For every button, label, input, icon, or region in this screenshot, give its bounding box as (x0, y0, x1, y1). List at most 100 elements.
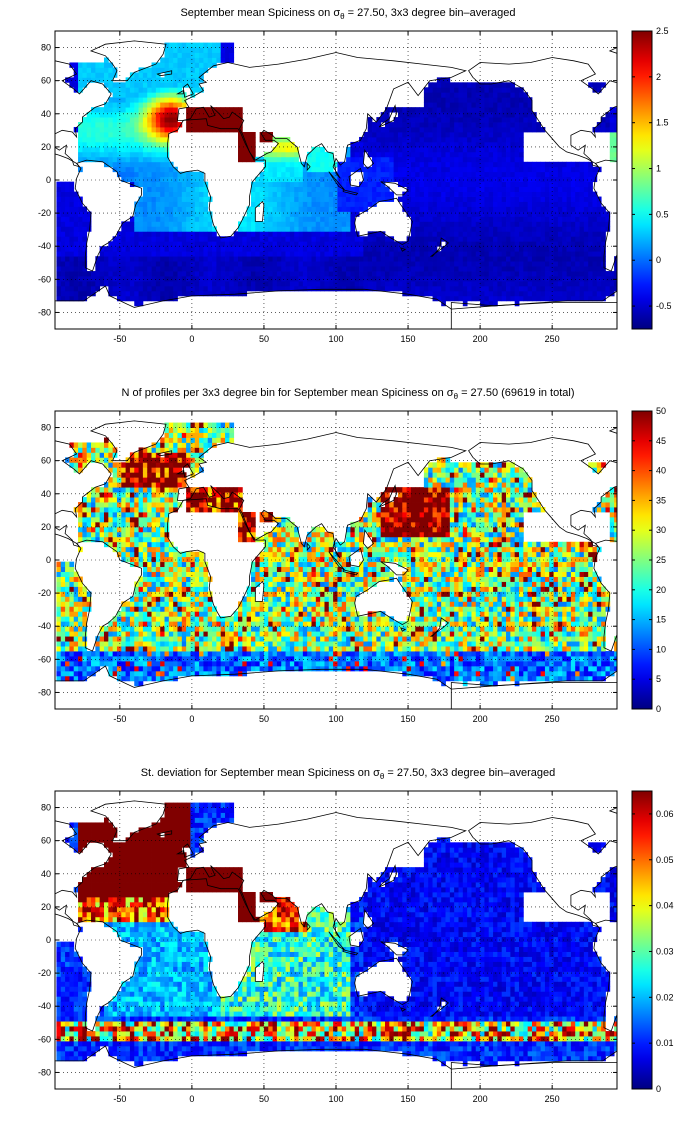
data-cell (121, 541, 127, 548)
data-cell (320, 236, 325, 242)
data-cell (415, 216, 420, 222)
data-cell (423, 176, 429, 183)
data-cell (346, 261, 351, 267)
data-cell (168, 246, 174, 252)
data-cell (480, 280, 485, 287)
data-cell (103, 146, 109, 153)
data-cell (432, 285, 438, 292)
data-cell (160, 176, 165, 183)
data-cell (320, 146, 325, 153)
data-cell (372, 261, 377, 267)
data-cell (108, 477, 114, 483)
data-cell (410, 176, 416, 183)
data-cell (199, 226, 204, 232)
data-cell (108, 266, 114, 272)
data-cell (311, 256, 317, 262)
data-cell (255, 246, 261, 252)
data-cell (103, 127, 109, 133)
data-cell (484, 102, 490, 108)
data-cell (289, 216, 295, 222)
data-cell (380, 256, 386, 262)
data-cell (428, 131, 433, 138)
data-cell (82, 601, 88, 607)
data-cell (99, 651, 105, 657)
data-cell (523, 122, 529, 128)
data-cell (445, 161, 451, 168)
data-cell (380, 236, 386, 242)
data-cell (514, 112, 520, 118)
data-cell (579, 216, 585, 222)
data-cell (449, 251, 455, 257)
data-cell (536, 241, 542, 247)
data-cell (471, 226, 477, 232)
data-cell (601, 206, 606, 212)
data-cell (320, 216, 325, 222)
data-cell (155, 236, 161, 242)
data-cell (397, 112, 403, 118)
data-cell (298, 231, 304, 237)
data-cell (493, 136, 498, 143)
data-cell (82, 675, 88, 682)
data-cell (514, 186, 520, 192)
data-cell (160, 87, 165, 93)
data-cell (467, 102, 472, 108)
data-cell (410, 236, 416, 242)
data-cell (203, 221, 209, 227)
data-cell (138, 680, 144, 687)
data-cell (575, 171, 580, 178)
data-cell (531, 295, 537, 302)
data-cell (311, 246, 317, 252)
data-cell (566, 161, 572, 168)
data-cell (462, 97, 468, 103)
data-cell (462, 285, 468, 292)
data-cell (250, 271, 256, 277)
data-cell (268, 271, 273, 277)
data-cell (531, 246, 537, 252)
data-cell (449, 285, 455, 292)
data-cell (519, 241, 524, 247)
data-cell (328, 285, 334, 292)
data-cell (121, 601, 127, 607)
data-cell (155, 87, 161, 93)
data-cell (294, 251, 299, 257)
data-cell (354, 146, 360, 153)
data-cell (562, 191, 567, 197)
data-cell (549, 211, 554, 217)
data-cell (462, 191, 468, 197)
data-cell (134, 601, 139, 607)
data-cell (350, 280, 356, 287)
data-cell (147, 606, 152, 612)
data-cell (307, 221, 312, 227)
data-cell (190, 201, 196, 207)
data-cell (238, 241, 243, 247)
data-cell (207, 231, 213, 237)
data-cell (147, 541, 152, 548)
data-cell (337, 176, 343, 183)
data-cell (614, 141, 617, 148)
data-cell (138, 280, 144, 287)
data-cell (78, 151, 83, 158)
data-cell (103, 447, 109, 453)
data-cell (181, 206, 187, 212)
data-cell (389, 191, 395, 197)
data-cell (549, 261, 554, 267)
data-cell (484, 300, 490, 307)
data-cell (315, 206, 321, 212)
data-cell (475, 276, 481, 282)
data-cell (372, 256, 377, 262)
data-cell (467, 295, 472, 302)
data-cell (553, 251, 559, 257)
data-cell (86, 591, 92, 597)
data-cell (212, 117, 217, 123)
data-cell (475, 107, 481, 113)
data-cell (445, 236, 451, 242)
data-cell (181, 266, 187, 272)
data-cell (449, 176, 455, 183)
data-cell (138, 482, 144, 488)
data-cell (441, 92, 446, 98)
data-cell (354, 236, 360, 242)
data-cell (462, 266, 468, 272)
data-cell (164, 241, 170, 247)
data-cell (592, 127, 598, 133)
data-cell (419, 231, 425, 237)
